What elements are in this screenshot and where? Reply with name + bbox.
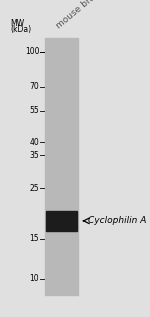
Text: 40: 40 [30, 138, 39, 147]
Text: mouse brain: mouse brain [54, 0, 103, 30]
Text: (kDa): (kDa) [11, 25, 32, 34]
Text: 35: 35 [30, 151, 39, 160]
Text: 10: 10 [30, 274, 39, 283]
Bar [45, 38, 78, 295]
Bar [46, 211, 77, 231]
Text: 25: 25 [30, 184, 39, 193]
Text: Cyclophilin A: Cyclophilin A [88, 216, 146, 225]
Text: 70: 70 [30, 82, 39, 92]
Text: 15: 15 [30, 234, 39, 243]
Text: 55: 55 [30, 106, 39, 115]
Text: MW: MW [11, 19, 25, 28]
Text: 100: 100 [25, 47, 39, 56]
